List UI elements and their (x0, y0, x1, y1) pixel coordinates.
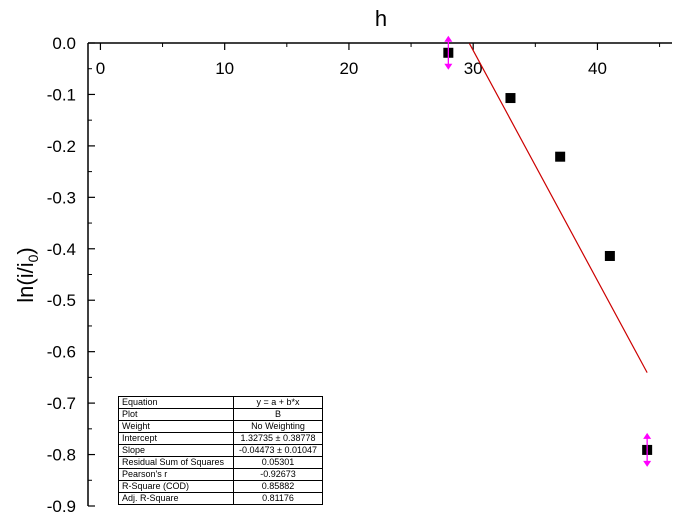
fit-table-value: -0.04473 ± 0.01047 (233, 444, 323, 457)
fit-table-row: Slope -0.04473 ± 0.01047 (118, 444, 323, 457)
fit-table-row: Weight No Weighting (118, 420, 323, 433)
fit-table-value: 0.85882 (233, 480, 323, 493)
fit-table-value: y = a + b*x (233, 396, 323, 409)
fit-table-key: Slope (118, 444, 234, 457)
fit-table-value: No Weighting (233, 420, 323, 433)
fit-table-value: -0.92673 (233, 468, 323, 481)
fit-table-value: B (233, 408, 323, 421)
fit-table-key: Plot (118, 408, 234, 421)
y-tick-label: 0.0 (52, 34, 76, 53)
fit-table-value: 0.05301 (233, 456, 323, 469)
y-axis-title: ln(i/i0) (13, 247, 41, 302)
x-tick-label: 0 (96, 59, 105, 78)
fit-table-row: Plot B (118, 408, 323, 421)
mask-marker-arrow-up (643, 432, 652, 439)
y-axis-title-subscript: 0 (25, 254, 41, 262)
fit-table-key: Equation (118, 396, 234, 409)
y-tick-label: -0.4 (47, 240, 76, 259)
fit-line-group (468, 43, 648, 373)
y-tick-label: -0.9 (47, 497, 76, 516)
y-tick-label: -0.8 (47, 446, 76, 465)
x-axis-title: h (375, 6, 387, 31)
y-tick-label: -0.2 (47, 137, 76, 156)
fit-table-row: Equation y = a + b*x (118, 396, 323, 409)
fit-table-key: Adj. R-Square (118, 492, 234, 505)
fit-table-key: Intercept (118, 432, 234, 445)
chart-ticks: 0 10 20 30 40 0.0 -0.1 -0.2 -0.3 -0.4 -0.5 -0.6 -0.7… (47, 34, 661, 516)
fit-table-key: R-Square (COD) (118, 480, 234, 493)
fit-table-value: 0.81176 (233, 492, 323, 505)
y-tick-label: -0.1 (47, 85, 76, 104)
fit-line (468, 43, 648, 373)
x-tick-label: 10 (215, 59, 234, 78)
mask-marker-arrow-up (444, 35, 453, 42)
y-tick-label: -0.3 (47, 188, 76, 207)
x-tick-label: 30 (464, 59, 483, 78)
y-axis-title-main: ln(i/i (13, 262, 38, 302)
fit-table-key: Residual Sum of Squares (118, 456, 234, 469)
data-points (443, 35, 653, 467)
data-point (604, 250, 615, 261)
data-point (505, 93, 516, 104)
fit-table-row: R-Square (COD) 0.85882 (118, 480, 323, 493)
fit-table-row: Adj. R-Square 0.81176 (118, 492, 323, 505)
y-tick-label: -0.6 (47, 343, 76, 362)
fit-table-row: Residual Sum of Squares 0.05301 (118, 456, 323, 469)
fit-table-row: Intercept 1.32735 ± 0.38778 (118, 432, 323, 445)
fit-table-key: Weight (118, 420, 234, 433)
data-point (555, 151, 566, 162)
fit-table-value: 1.32735 ± 0.38778 (233, 432, 323, 445)
fit-table-key: Pearson's r (118, 468, 234, 481)
fit-table-row: Pearson's r -0.92673 (118, 468, 323, 481)
y-tick-label: -0.5 (47, 291, 76, 310)
x-tick-label: 40 (588, 59, 607, 78)
y-axis-title-close: ) (13, 247, 38, 254)
fit-results-table: Equation y = a + b*x Plot B Weight No Weighti… (118, 396, 323, 505)
mask-marker-arrow-down (643, 460, 652, 467)
y-tick-label: -0.7 (47, 394, 76, 413)
mask-marker-arrow-down (444, 63, 453, 70)
x-tick-label: 20 (339, 59, 358, 78)
